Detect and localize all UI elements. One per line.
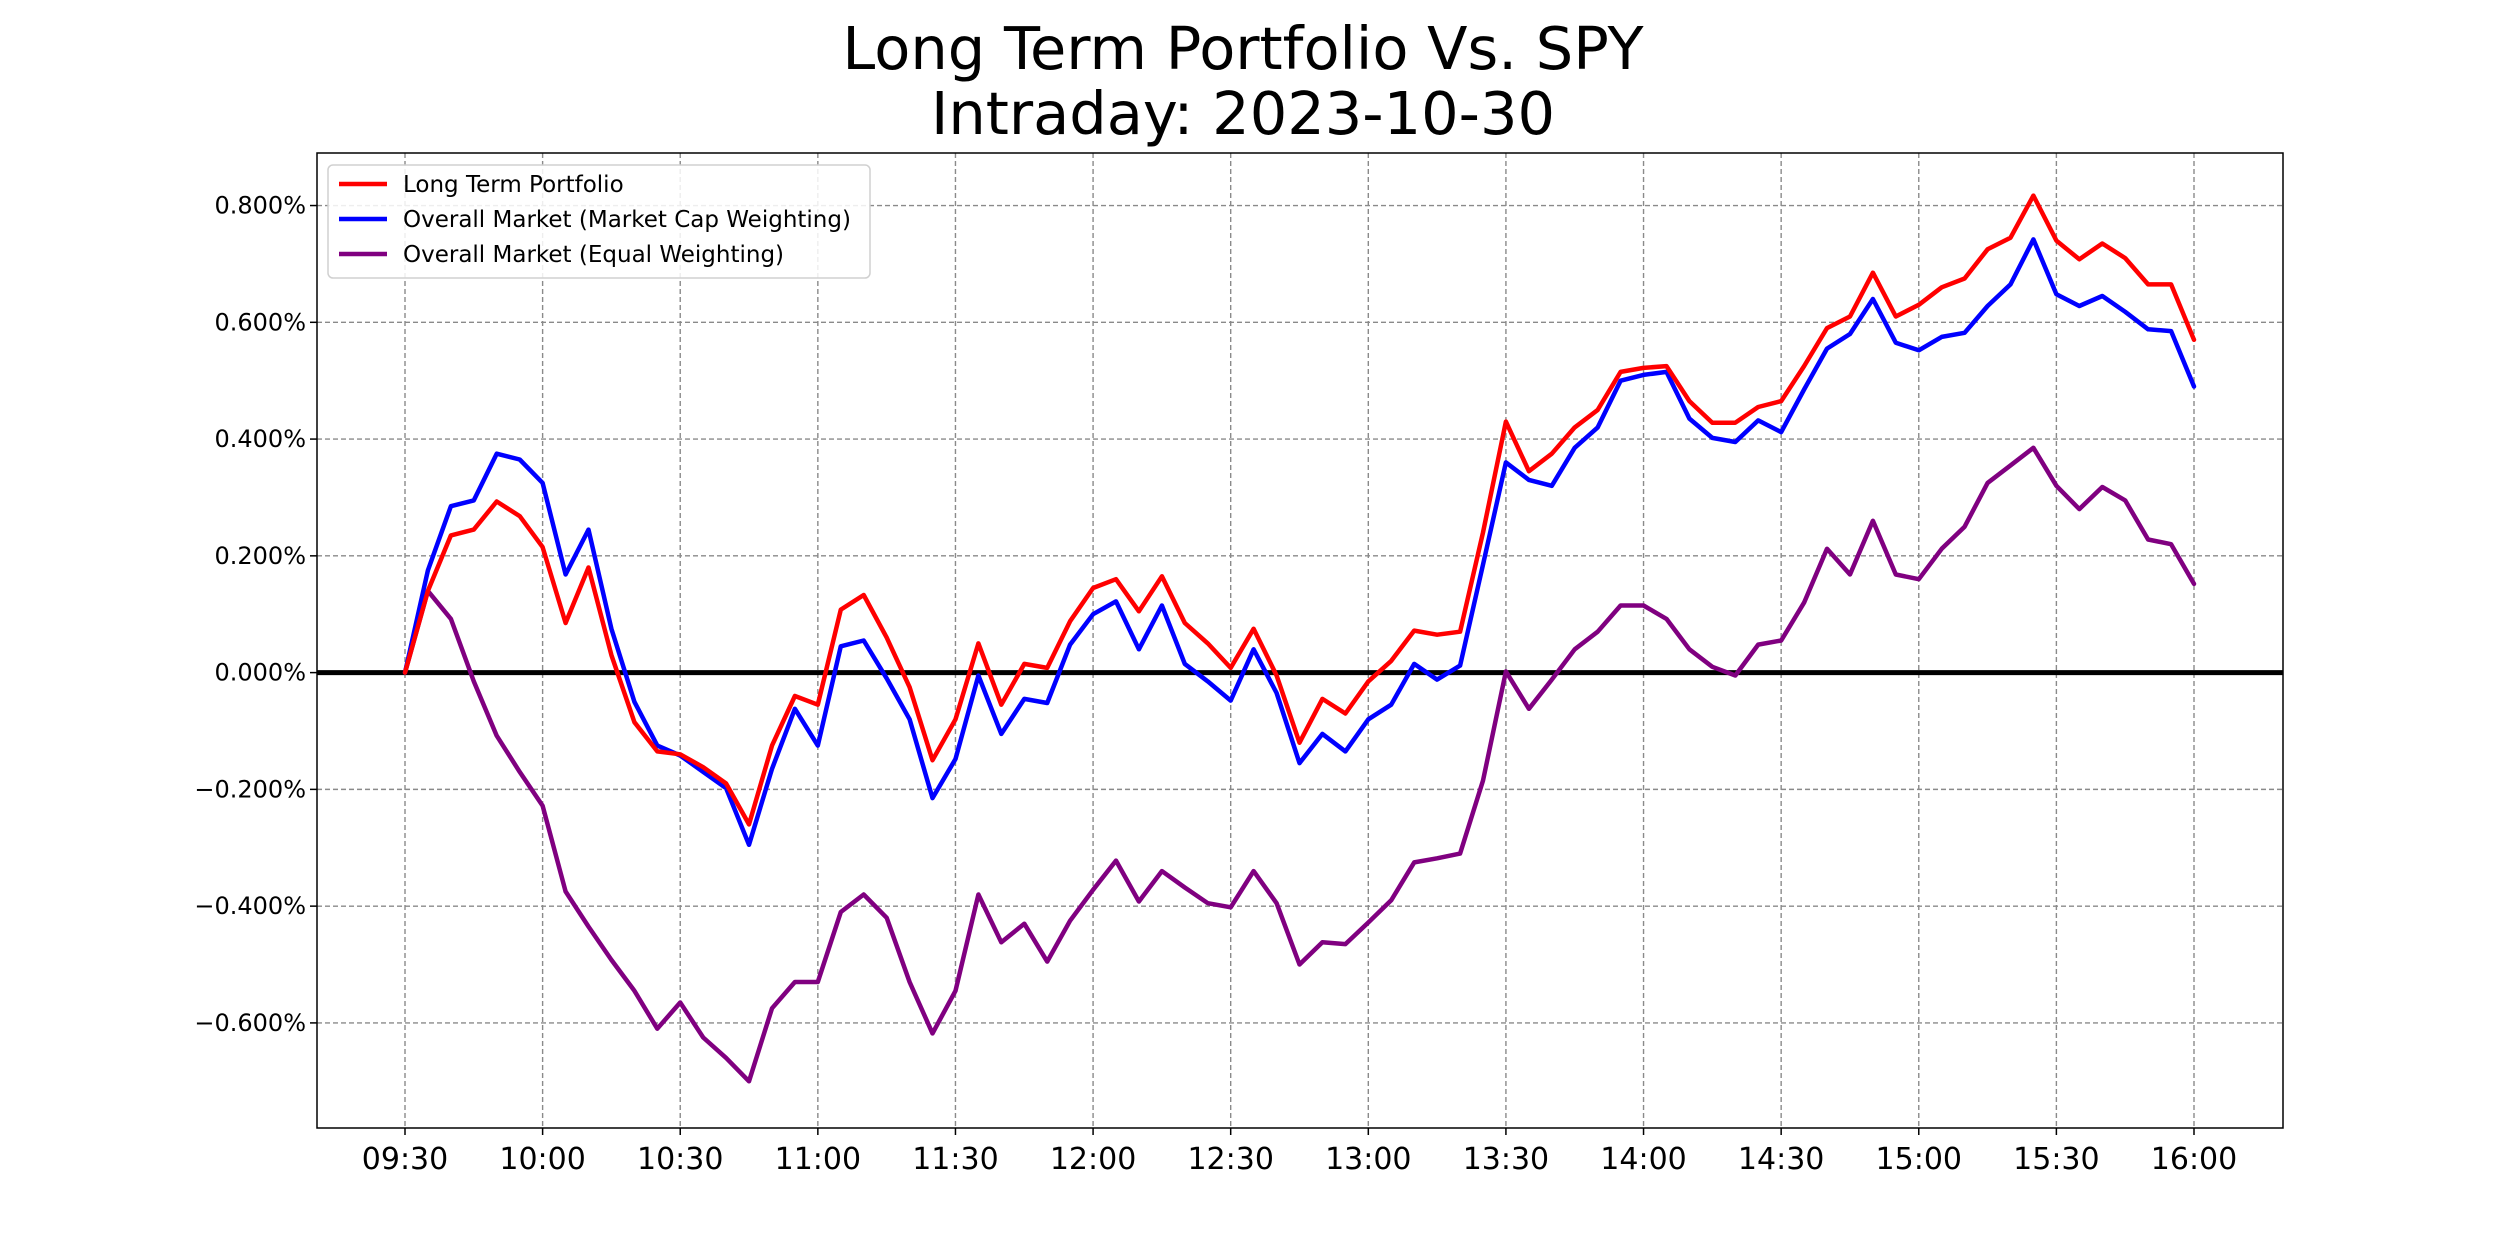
- series-line-2: [402, 445, 2197, 1084]
- y-tick-label: 0.800%: [214, 192, 306, 220]
- x-tick-label: 11:30: [912, 1142, 998, 1177]
- x-tick-label: 10:30: [637, 1142, 723, 1177]
- plot-area-frame: [316, 152, 2284, 1129]
- y-tick-label: 0.400%: [214, 425, 306, 453]
- x-axis-ticks: 09:30 10:00 10:30 11:00 11:30 12:00 12:30 13:00…: [362, 1128, 2237, 1177]
- x-tick-label: 15:30: [2013, 1142, 2099, 1177]
- grid-lines: [317, 153, 2283, 1128]
- y-tick-label: 0.000%: [214, 659, 306, 687]
- chart-title-line-2: Intraday: 2023-10-30: [931, 79, 1555, 148]
- y-axis-ticks: 0.800% 0.600% 0.400% 0.200% 0.000% −0.200% −0.…: [194, 192, 317, 1037]
- y-tick-label: 0.200%: [214, 542, 306, 570]
- y-tick-label: −0.600%: [194, 1009, 306, 1037]
- chart-title: Long Term Portfolio Vs. SPY Intraday: 20…: [842, 14, 1644, 148]
- x-tick-label: 09:30: [362, 1142, 448, 1177]
- series-lines: [402, 193, 2197, 1084]
- legend-label-2: Overall Market (Equal Weighting): [403, 242, 784, 268]
- x-tick-label: 14:30: [1738, 1142, 1824, 1177]
- x-tick-label: 13:30: [1463, 1142, 1549, 1177]
- legend-label-1: Overall Market (Market Cap Weighting): [403, 207, 851, 233]
- x-tick-label: 13:00: [1325, 1142, 1411, 1177]
- y-tick-label: 0.600%: [214, 308, 306, 336]
- series-line-1: [402, 237, 2197, 848]
- series-line-0: [402, 193, 2197, 827]
- x-tick-label: 16:00: [2151, 1142, 2237, 1177]
- x-tick-label: 15:00: [1876, 1142, 1962, 1177]
- y-tick-label: −0.400%: [194, 892, 306, 920]
- x-tick-label: 12:30: [1187, 1142, 1273, 1177]
- x-tick-label: 12:00: [1050, 1142, 1136, 1177]
- legend: Long Term Portfolio Overall Market (Marke…: [327, 164, 871, 279]
- x-tick-label: 11:00: [775, 1142, 861, 1177]
- x-tick-label: 10:00: [499, 1142, 585, 1177]
- chart-title-line-1: Long Term Portfolio Vs. SPY: [842, 14, 1644, 83]
- y-tick-label: −0.200%: [194, 775, 306, 803]
- legend-label-0: Long Term Portfolio: [403, 172, 624, 198]
- x-tick-label: 14:00: [1600, 1142, 1686, 1177]
- legend-box: [327, 164, 871, 279]
